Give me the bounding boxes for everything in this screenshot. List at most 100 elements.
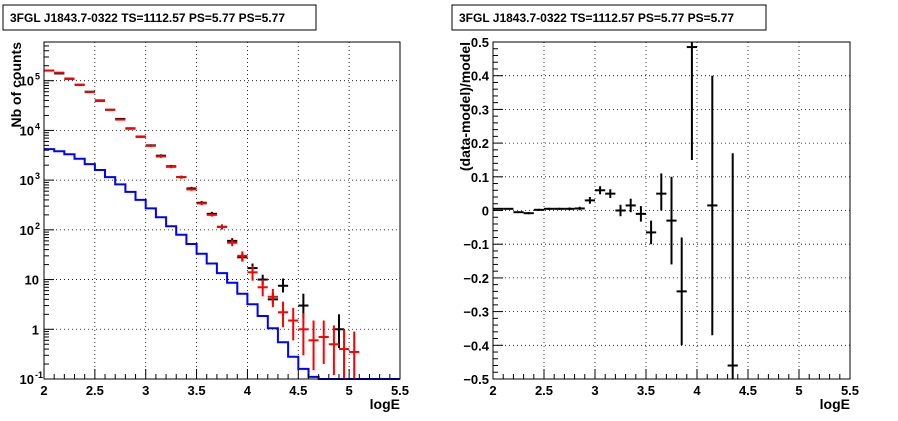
data-point: [257, 279, 268, 297]
data-point: [227, 239, 238, 247]
x-tick-label: 3: [591, 383, 598, 398]
x-tick-label: 4.5: [739, 383, 757, 398]
data-point: [94, 100, 106, 103]
y-tick-exponent: 4: [35, 121, 40, 131]
data-point: [328, 325, 339, 376]
y-tick-label: 0.3: [471, 102, 489, 117]
data-point: [247, 266, 258, 281]
data-point: [176, 175, 187, 179]
x-tick-label: 5.5: [391, 383, 409, 398]
data-point: [605, 189, 616, 199]
y-tick-exponent: 2: [35, 221, 40, 231]
data-point: [523, 212, 534, 215]
data-point: [493, 207, 504, 210]
data-point: [338, 329, 350, 379]
y-tick-label: −0.2: [463, 271, 489, 286]
data-point: [44, 69, 55, 72]
data-point: [544, 207, 555, 210]
y-tick-label: −0.5: [463, 372, 489, 387]
x-tick-label: 3.5: [637, 383, 655, 398]
y-tick-label: 0.5: [471, 35, 489, 50]
data-point: [237, 251, 248, 262]
counts-y-axis-label: Nb of counts: [8, 42, 24, 128]
residual-grid: [493, 42, 850, 379]
x-tick-label: 5: [795, 383, 802, 398]
data-point: [646, 220, 657, 245]
data-point: [625, 198, 636, 213]
y-tick-label: 10: [20, 123, 34, 138]
counts-title: 3FGL J1843.7-0322 TS=1112.57 PS=5.77 PS=…: [10, 11, 285, 25]
data-point: [145, 144, 156, 147]
data-point: [74, 83, 85, 86]
residual-title-box: [451, 4, 767, 31]
counts-grid: [44, 42, 400, 379]
y-tick-label: 10: [20, 74, 34, 89]
data-point: [574, 206, 585, 211]
data-point: [206, 213, 217, 217]
data-point: [277, 301, 289, 328]
residual-series: [493, 42, 738, 379]
y-tick-label: 0.1: [471, 170, 489, 185]
data-point: [196, 201, 207, 206]
data-point: [727, 153, 738, 379]
data-point: [135, 135, 146, 139]
data-point: [656, 173, 667, 211]
data-point: [115, 118, 126, 121]
data-point: [277, 278, 289, 293]
y-tick-label: −0.1: [463, 237, 489, 252]
y-tick-label: −0.3: [463, 305, 489, 320]
x-tick-label: 5.5: [841, 383, 859, 398]
data-point: [503, 207, 514, 210]
data-point: [513, 211, 524, 214]
data-point: [186, 188, 197, 191]
data-point: [686, 42, 697, 160]
data-point: [564, 207, 575, 211]
x-tick-label: 5: [346, 383, 353, 398]
data-point: [676, 237, 687, 346]
data-point: [595, 186, 606, 195]
counts-title-box: [2, 4, 317, 31]
data-point: [166, 165, 177, 169]
y-tick-exponent: -1: [35, 370, 43, 380]
data-point: [318, 320, 329, 365]
data-point: [105, 108, 116, 111]
data-point: [554, 207, 565, 210]
counts-series: [44, 69, 400, 380]
y-tick-label: 10: [25, 273, 39, 288]
x-tick-label: 2.5: [535, 383, 553, 398]
x-tick-label: 2: [489, 383, 496, 398]
data-point: [298, 313, 309, 356]
residual-x-axis-label: logE: [820, 396, 850, 412]
x-tick-label: 3.5: [188, 383, 206, 398]
data-point: [584, 197, 595, 204]
y-tick-exponent: 5: [35, 72, 40, 82]
data-point: [216, 225, 228, 229]
x-tick-label: 4.5: [289, 383, 307, 398]
x-tick-label: 2: [40, 383, 47, 398]
residual-ticks: 2 2.5 3 3.5 4 4.5 5 5.5 −0.5 −0.4 −0.3 −0.2 −0.1 0 0.1…: [463, 35, 859, 398]
y-tick-label: −0.4: [463, 338, 489, 353]
data-point: [707, 75, 718, 336]
residual-title: 3FGL J1843.7-0322 TS=1112.57 PS=5.77 PS=…: [459, 11, 734, 25]
y-tick-label: 10: [20, 173, 34, 188]
data-point: [615, 204, 626, 217]
data-point: [64, 78, 75, 81]
data-point: [635, 206, 646, 222]
x-tick-label: 2.5: [86, 383, 104, 398]
data-point: [349, 331, 360, 379]
counts-x-axis-label: logE: [370, 396, 400, 412]
data-point: [288, 307, 299, 341]
data-point: [666, 176, 677, 265]
data-point: [125, 127, 136, 130]
y-tick-label: 1: [32, 322, 39, 337]
x-tick-label: 4: [244, 383, 252, 398]
residual-y-axis-label: (data-model)/model: [457, 42, 473, 171]
y-tick-label: 0.2: [471, 136, 489, 151]
y-tick-label: 0: [482, 204, 489, 219]
x-tick-label: 4: [693, 383, 701, 398]
data-point: [533, 208, 544, 211]
model-step-line: [44, 148, 400, 380]
residual-panel: 3FGL J1843.7-0322 TS=1112.57 PS=5.77 PS=…: [451, 4, 859, 412]
data-point: [84, 91, 95, 94]
